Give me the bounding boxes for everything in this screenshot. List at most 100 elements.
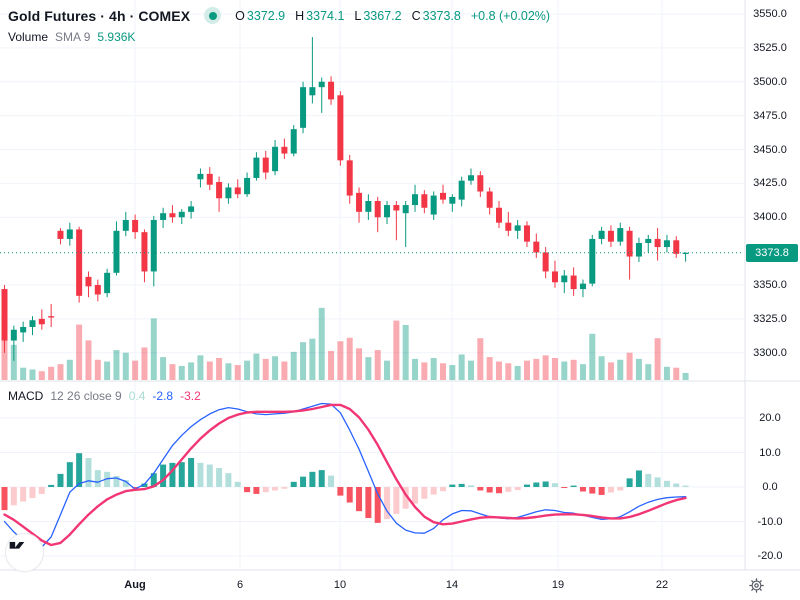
gear-tooth — [751, 588, 754, 591]
candle — [234, 179, 241, 199]
candle — [579, 279, 586, 298]
volume-bar — [607, 362, 614, 380]
volume-bar — [356, 348, 363, 380]
candle-body — [104, 272, 111, 294]
volume-bar — [38, 371, 45, 380]
price-tick-label: 3300.0 — [753, 346, 787, 359]
candle — [29, 316, 36, 336]
macd-params: 12 26 close 9 — [50, 389, 122, 403]
candle — [663, 234, 670, 253]
gear-glyph — [749, 578, 764, 593]
volume-bar — [682, 372, 689, 380]
volume-bar — [477, 338, 484, 380]
candle — [505, 211, 512, 237]
volume-bar — [57, 364, 64, 380]
candle-body — [337, 95, 344, 161]
gear-tooth — [759, 580, 762, 583]
candle-body — [384, 205, 391, 218]
macd-histogram-bar — [673, 483, 680, 487]
price-tick-label: 3325.0 — [753, 312, 787, 325]
volume-bar — [234, 365, 241, 380]
candle-body — [1, 289, 8, 341]
volume-bar — [468, 360, 474, 380]
time-tick-label: 22 — [655, 579, 669, 591]
candle — [477, 171, 484, 197]
candle-body — [514, 225, 521, 231]
candle — [122, 211, 129, 237]
gear-tooth — [759, 588, 762, 591]
volume-legend: Volume SMA 9 5.936K — [8, 30, 135, 44]
volume-bar — [150, 318, 157, 380]
volume-bar — [346, 337, 353, 380]
volume-sma-label: SMA 9 — [55, 30, 91, 44]
macd-label[interactable]: MACD — [8, 389, 44, 403]
volume-label[interactable]: Volume — [8, 30, 49, 44]
macd-histogram-bar — [272, 487, 279, 491]
candle-body — [300, 87, 307, 128]
candle-body — [160, 213, 167, 220]
tradingview-logo[interactable] — [5, 533, 44, 572]
macd-histogram-bar — [663, 480, 670, 487]
volume-bar — [206, 361, 213, 380]
market-status-icon[interactable] — [204, 7, 222, 24]
volume-bar — [495, 361, 502, 380]
volume-bar — [188, 362, 195, 380]
candle — [626, 226, 633, 280]
candle — [458, 176, 465, 207]
macd-histogram-bar — [300, 476, 307, 487]
macd-histogram-bar — [523, 484, 530, 487]
volume-bar — [272, 356, 279, 380]
candle — [449, 194, 456, 212]
macd-histogram-bar — [505, 487, 512, 492]
candle-body — [523, 225, 530, 242]
volume-bar — [169, 364, 176, 380]
candle-body — [505, 222, 512, 231]
last-price-badge: 3373.8 — [746, 243, 798, 262]
candle-body — [579, 283, 586, 290]
macd-histogram-bar — [607, 487, 614, 493]
candle-body — [374, 200, 381, 218]
candle — [197, 168, 204, 188]
close-value: 3373.8 — [422, 8, 461, 23]
symbol-title[interactable]: Gold Futures · 4h · COMEX — [8, 7, 191, 24]
macd-histogram-bar — [468, 485, 474, 487]
candle-body — [48, 316, 55, 318]
volume-series — [1, 307, 689, 380]
volume-bar — [617, 359, 624, 380]
candle-body — [607, 230, 614, 242]
macd-histogram-bar — [561, 487, 568, 489]
candle — [141, 229, 148, 283]
macd-histogram-bar — [197, 462, 204, 487]
volume-bar — [430, 358, 437, 380]
open-label: O — [235, 8, 245, 23]
candle-body — [20, 327, 27, 333]
candle-body — [225, 187, 232, 199]
macd-histogram-bar — [76, 453, 83, 487]
volume-bar — [85, 340, 92, 380]
candle — [617, 222, 624, 246]
candle — [328, 76, 335, 105]
candle — [253, 152, 260, 181]
settings-gear-icon[interactable] — [748, 577, 765, 594]
change-value: +0.8 (+0.02%) — [470, 8, 551, 23]
macd-histogram-bar — [48, 484, 55, 487]
macd-histogram-bar — [365, 487, 372, 519]
candle-body — [412, 194, 419, 206]
candle-body — [234, 187, 241, 195]
macd-tick-label: 0.0 — [762, 481, 778, 493]
candle-body — [598, 230, 605, 239]
volume-bar — [645, 364, 652, 380]
volume-bar — [309, 338, 316, 380]
macd-histogram-bar — [393, 487, 400, 514]
volume-bar — [589, 333, 596, 380]
volume-bar — [122, 352, 129, 380]
time-tick-label: 6 — [236, 579, 244, 591]
macd-histogram-bar — [421, 487, 428, 499]
volume-bar — [626, 352, 633, 380]
candle — [486, 187, 493, 215]
macd-histogram-bar — [449, 484, 456, 487]
macd-histogram-bar — [440, 487, 447, 492]
macd-histogram-bar — [412, 487, 419, 504]
